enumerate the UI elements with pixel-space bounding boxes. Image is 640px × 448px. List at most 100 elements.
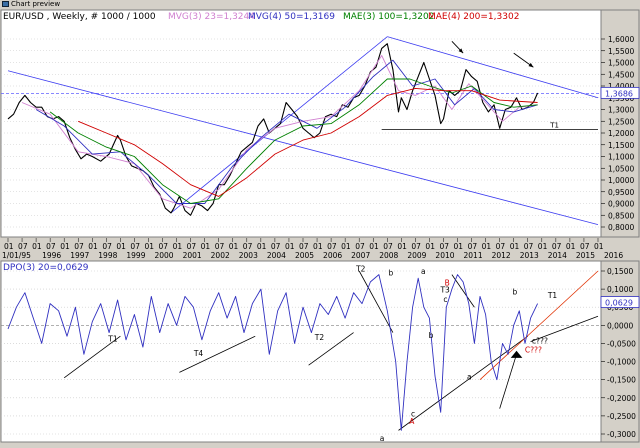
dpo-trendline <box>358 270 394 333</box>
month-tick-label: 01 <box>425 242 435 251</box>
price-tick-label: 0,8500 <box>608 211 634 220</box>
month-tick-label: 07 <box>552 242 562 251</box>
window-title: Chart preview <box>11 0 61 8</box>
chart-area: T1 1,60001,55001,50001,45001,40001,35001… <box>0 9 640 444</box>
year-tick-label: 2006 <box>323 251 342 260</box>
dpo-arrow-head <box>510 350 523 358</box>
month-tick-label: 01 <box>341 242 351 251</box>
month-tick-label: 07 <box>46 242 56 251</box>
top-arrow-2-head <box>528 62 534 68</box>
moving-average-line <box>35 59 538 204</box>
last-price-label: 1,3686 <box>605 89 633 98</box>
price-tick-label: 1,2500 <box>608 117 634 126</box>
year-tick-label: 2014 <box>548 251 567 260</box>
dpo-tick-label: -0,0500 <box>607 339 636 348</box>
month-tick-label: 07 <box>215 242 225 251</box>
month-tick-label: 01 <box>229 242 239 251</box>
year-tick-label: 2016 <box>604 251 623 260</box>
dpo-wave-label: b <box>512 288 517 297</box>
year-tick-label: 2010 <box>435 251 454 260</box>
month-tick-label: 07 <box>159 242 169 251</box>
dpo-wave-label: T3 <box>439 286 450 295</box>
month-tick-label: 07 <box>299 242 309 251</box>
month-tick-label: 07 <box>271 242 281 251</box>
dpo-trendline <box>179 335 256 373</box>
year-tick-label: 2009 <box>407 251 426 260</box>
dpo-tick-label: 0,1500 <box>607 267 633 276</box>
price-series-line <box>7 43 539 216</box>
dpo-series-line <box>7 274 539 431</box>
year-tick-label: 2011 <box>464 251 483 260</box>
month-tick-label: 01 <box>32 242 42 251</box>
support-label-t1: T1 <box>549 121 559 129</box>
dpo-grid <box>1 270 601 435</box>
dpo-wave-label: b <box>429 331 434 340</box>
dpo-wave-label: c <box>411 410 415 419</box>
price-header-prefix: EUR/USD , Weekly, # 1000 / 1000 <box>3 12 156 22</box>
month-tick-label: 01 <box>369 242 379 251</box>
dpo-wave-label: B <box>445 278 450 287</box>
indicator-legend-item: MVG(3) 23=1,3244 <box>168 12 255 22</box>
year-tick-label: 2012 <box>492 251 511 260</box>
year-tick-label: 2005 <box>295 251 314 260</box>
dpo-header: DPO(3) 20=0,0629 <box>3 263 89 273</box>
month-tick-label: 01 <box>566 242 576 251</box>
price-tick-label: 0,9000 <box>608 200 634 209</box>
price-grid <box>1 38 601 228</box>
dpo-series-group <box>7 274 539 431</box>
month-tick-label: 07 <box>411 242 421 251</box>
year-tick-label: 1998 <box>98 251 117 260</box>
dpo-tick-label: 0,0000 <box>607 321 633 330</box>
dpo-axis-ticks: 0,15000,10000,05000,0000-0,0500-0,1000-0… <box>600 267 640 439</box>
dpo-tick-label: -0,2000 <box>607 394 636 403</box>
dpo-wave-label: a <box>421 267 426 276</box>
dpo-trendlines <box>63 270 599 431</box>
month-tick-label: 07 <box>383 242 393 251</box>
price-tick-label: 0,8000 <box>608 223 634 232</box>
month-tick-label: 01 <box>88 242 98 251</box>
month-tick-label: 07 <box>524 242 534 251</box>
month-tick-label: 01 <box>201 242 211 251</box>
month-tick-label: 01 <box>313 242 323 251</box>
moving-average-line <box>49 78 538 204</box>
moving-average-line <box>78 87 538 197</box>
price-tick-label: 1,4500 <box>608 70 634 79</box>
channel-lower-line <box>7 70 599 226</box>
price-axis-background <box>600 9 640 238</box>
dpo-trendline <box>398 335 528 431</box>
price-tick-label: 1,5500 <box>608 47 634 56</box>
month-tick-label: 07 <box>496 242 506 251</box>
month-tick-label: 01 <box>60 242 70 251</box>
indicator-legend-item: MAE(3) 100=1,3202 <box>343 12 434 22</box>
price-tick-label: 1,1000 <box>608 153 634 162</box>
dpo-tick-label: 0,1000 <box>607 285 633 294</box>
last-price-box <box>600 86 640 99</box>
month-tick-label: 01 <box>538 242 548 251</box>
year-tick-label: 2001 <box>183 251 202 260</box>
price-tick-label: 1,0500 <box>608 164 634 173</box>
price-tick-label: 1,4000 <box>608 82 634 91</box>
dpo-wave-label: T1 <box>107 335 118 344</box>
month-tick-label: 07 <box>187 242 197 251</box>
dpo-wave-label: c <box>443 295 447 304</box>
year-tick-label: 2015 <box>576 251 595 260</box>
year-tick-label: 1999 <box>126 251 145 260</box>
month-tick-label: 07 <box>130 242 140 251</box>
year-tick-label: 2002 <box>211 251 230 260</box>
dpo-trendline <box>499 354 517 409</box>
year-tick-label: 2008 <box>379 251 398 260</box>
price-series-group <box>7 43 539 216</box>
dpo-tick-label: -0,3000 <box>607 430 636 439</box>
window-titlebar[interactable]: Chart preview <box>0 0 640 9</box>
date-axis: 01 07 01 07 01 07 01 07 01 07 01 07 01 07 01 07 01 07 01 07… <box>2 238 623 260</box>
price-tick-label: 1,1500 <box>608 141 634 150</box>
month-tick-label: 07 <box>243 242 253 251</box>
dpo-tick-label: -0,1500 <box>607 376 636 385</box>
month-tick-label: 07 <box>74 242 84 251</box>
date-axis-background <box>1 238 639 260</box>
month-tick-label: 01 <box>482 242 492 251</box>
month-tick-label: 01 <box>144 242 154 251</box>
dpo-trendline <box>308 332 354 366</box>
dpo-wave-label: a <box>467 373 472 382</box>
